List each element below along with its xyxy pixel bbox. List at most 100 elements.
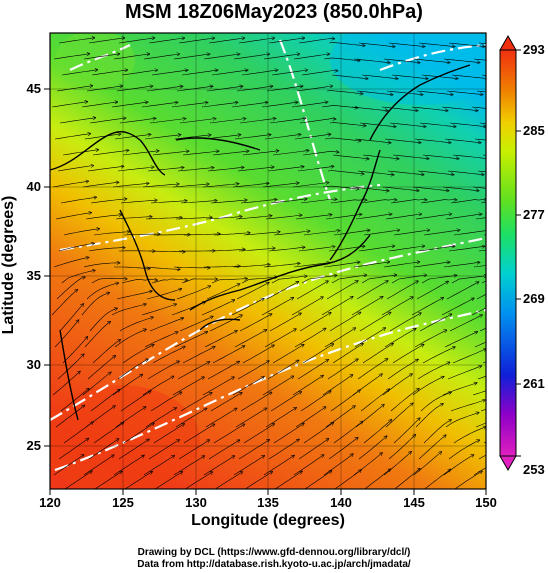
streamline <box>422 347 455 364</box>
streamline <box>201 300 235 316</box>
x-tick-label: 130 <box>185 495 207 510</box>
streamline <box>273 231 310 236</box>
streamline <box>244 472 272 489</box>
streamline <box>321 297 353 316</box>
streamline <box>146 86 183 92</box>
streamline <box>52 371 80 396</box>
x-tick-label: 150 <box>475 495 497 510</box>
streamline <box>452 349 486 364</box>
streamline <box>172 184 209 188</box>
streamline <box>182 346 215 364</box>
streamline <box>119 118 156 124</box>
streamline <box>476 90 486 93</box>
streamline <box>115 217 152 220</box>
streamline <box>362 344 393 364</box>
streamline <box>297 166 334 172</box>
streamline <box>300 199 337 204</box>
streamline <box>123 423 154 444</box>
streamline <box>358 42 395 47</box>
streamline <box>478 42 486 45</box>
streamline <box>351 297 383 316</box>
streamline <box>303 423 334 444</box>
streamline <box>177 362 210 380</box>
streamline <box>240 392 272 412</box>
streamline <box>385 403 413 428</box>
streamline <box>122 151 159 156</box>
streamline <box>231 102 268 108</box>
streamline <box>150 392 182 412</box>
streamline <box>293 263 330 268</box>
streamline <box>211 279 247 284</box>
streamline <box>263 54 300 60</box>
colorbar: 293 285 277 269 261 253 <box>499 34 545 477</box>
streamline <box>329 122 366 125</box>
streamline <box>420 200 457 204</box>
streamline <box>63 229 99 236</box>
streamline <box>58 38 95 44</box>
streamline <box>418 435 446 460</box>
streamline <box>413 58 450 63</box>
streamline <box>54 320 79 348</box>
streamline <box>238 248 275 252</box>
streamline <box>450 400 485 412</box>
streamline <box>86 283 119 300</box>
streamline <box>484 488 486 489</box>
streamline <box>330 390 360 412</box>
streamline <box>270 199 307 204</box>
streamline <box>274 471 302 489</box>
streamline <box>392 154 429 159</box>
streamline <box>61 270 95 284</box>
streamline <box>114 329 146 348</box>
streamline <box>268 247 305 252</box>
streamline <box>242 151 279 156</box>
x-axis-ticks <box>49 489 487 495</box>
streamline <box>53 257 89 268</box>
streamline <box>243 232 280 236</box>
streamline <box>234 330 267 348</box>
streamline <box>87 166 124 172</box>
streamline <box>354 138 391 143</box>
streamline <box>84 134 121 140</box>
streamline <box>153 424 184 444</box>
streamline <box>148 38 185 44</box>
streamline <box>233 54 270 60</box>
colorbar-min-triangle <box>499 455 517 472</box>
streamline <box>358 246 395 252</box>
x-tick-labels: 120 125 130 135 140 145 150 <box>39 495 497 510</box>
streamline <box>88 248 125 252</box>
streamline <box>450 200 486 204</box>
streamline <box>81 102 118 108</box>
streamline <box>268 38 305 44</box>
streamline <box>206 86 243 92</box>
streamline <box>144 332 178 348</box>
streamline <box>419 122 456 127</box>
streamline <box>123 234 160 235</box>
streamline <box>273 423 304 444</box>
streamline <box>445 214 482 220</box>
streamline <box>473 58 486 61</box>
streamline <box>201 102 238 108</box>
streamline <box>233 265 270 268</box>
streamline <box>422 154 459 159</box>
x-tick-label: 140 <box>330 495 352 510</box>
warm-patch-sw <box>50 385 200 489</box>
streamline <box>389 313 421 332</box>
y-tick-label: 25 <box>27 438 41 453</box>
streamline <box>147 167 184 172</box>
x-tick-label: 145 <box>403 495 425 510</box>
streamline <box>213 424 245 444</box>
streamline <box>203 54 240 60</box>
streamline <box>182 151 219 156</box>
streamline <box>173 54 210 60</box>
y-axis-ticks <box>44 88 50 447</box>
streamline <box>387 359 418 380</box>
streamline <box>213 233 250 236</box>
streamline <box>441 106 478 111</box>
streamline <box>93 423 124 444</box>
streamline <box>265 215 302 220</box>
streamline <box>451 74 486 79</box>
streamline <box>53 455 84 476</box>
streamline <box>358 436 387 460</box>
streamline <box>361 74 398 79</box>
